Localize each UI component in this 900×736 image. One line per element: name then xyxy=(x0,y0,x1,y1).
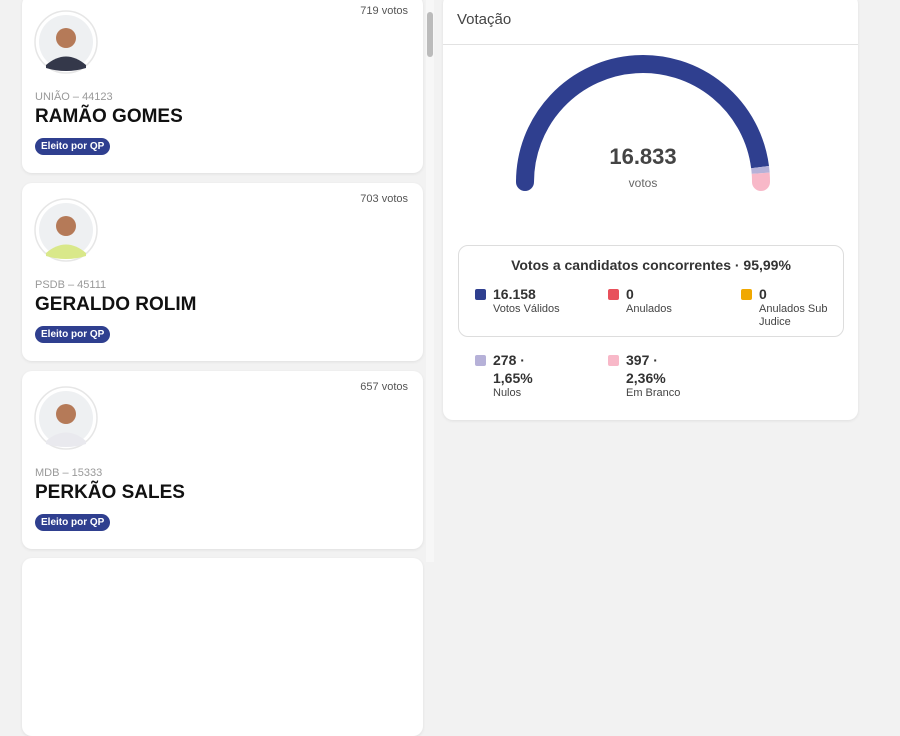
avatar-head xyxy=(56,404,76,424)
gauge-total: 16.833 xyxy=(609,144,676,169)
avatar-head xyxy=(56,216,76,236)
candidate-name: GERALDO ROLIM xyxy=(35,294,197,316)
party: PSDB – 45111 xyxy=(35,279,106,291)
legend-value: 0 xyxy=(759,286,767,302)
candidate-name: PERKÃO SALES xyxy=(35,482,185,504)
avatar xyxy=(34,198,98,262)
gauge: 16.833 votos xyxy=(443,44,858,204)
page: 719 votos UNIÃO – 44123 RAMÃO GOMES Eleito … xyxy=(0,0,900,562)
candidate-card[interactable]: 657 votos MDB – 15333 PERKÃO SALES Eleito p… xyxy=(22,371,423,549)
scroll-thumb[interactable] xyxy=(427,12,433,57)
legend-percent: 1,65% xyxy=(493,370,533,386)
legend-caption: Em Branco xyxy=(626,387,716,400)
vote-count: 657 votos xyxy=(360,381,408,393)
party: MDB – 15333 xyxy=(35,467,102,479)
vote-panel: Votação 16.833 votos Votos a candidatos … xyxy=(443,0,858,420)
legend-value: 0 xyxy=(626,286,634,302)
legend-value: 397 · xyxy=(626,352,658,368)
candidate-card[interactable] xyxy=(22,558,423,736)
avatar-head xyxy=(56,28,76,48)
legend-swatch xyxy=(741,289,752,300)
vote-count: 719 votos xyxy=(360,5,408,17)
legend-caption: Nulos xyxy=(493,387,583,400)
legend-caption: Anulados Sub Judice xyxy=(759,303,849,329)
candidate-card[interactable]: 719 votos UNIÃO – 44123 RAMÃO GOMES Eleito … xyxy=(22,0,423,173)
legend-percent: 2,36% xyxy=(626,370,666,386)
party: UNIÃO – 44123 xyxy=(35,91,113,103)
box-title: Votos a candidatos concorrentes · 95,99% xyxy=(459,257,843,273)
candidate-name: RAMÃO GOMES xyxy=(35,106,183,128)
legend-value: 278 · xyxy=(493,352,525,368)
legend-caption: Votos Válidos xyxy=(493,303,583,316)
panel-title: Votação xyxy=(457,11,511,28)
candidate-card[interactable]: 703 votos PSDB – 45111 GERALDO ROLIM Eleito… xyxy=(22,183,423,361)
gauge-unit: votos xyxy=(629,176,658,190)
legend-swatch xyxy=(475,289,486,300)
legend-value: 16.158 xyxy=(493,286,536,302)
badge: Eleito por QP xyxy=(35,326,110,343)
gauge-segment xyxy=(760,167,761,173)
legend-swatch xyxy=(608,355,619,366)
badge: Eleito por QP xyxy=(35,514,110,531)
vote-count: 703 votos xyxy=(360,193,408,205)
gauge-end-cap xyxy=(752,182,770,191)
badge: Eleito por QP xyxy=(35,138,110,155)
avatar xyxy=(34,10,98,74)
scrollbar[interactable] xyxy=(426,0,434,562)
legend-caption: Anulados xyxy=(626,303,716,316)
legend-swatch xyxy=(475,355,486,366)
avatar xyxy=(34,386,98,450)
legend-swatch xyxy=(608,289,619,300)
